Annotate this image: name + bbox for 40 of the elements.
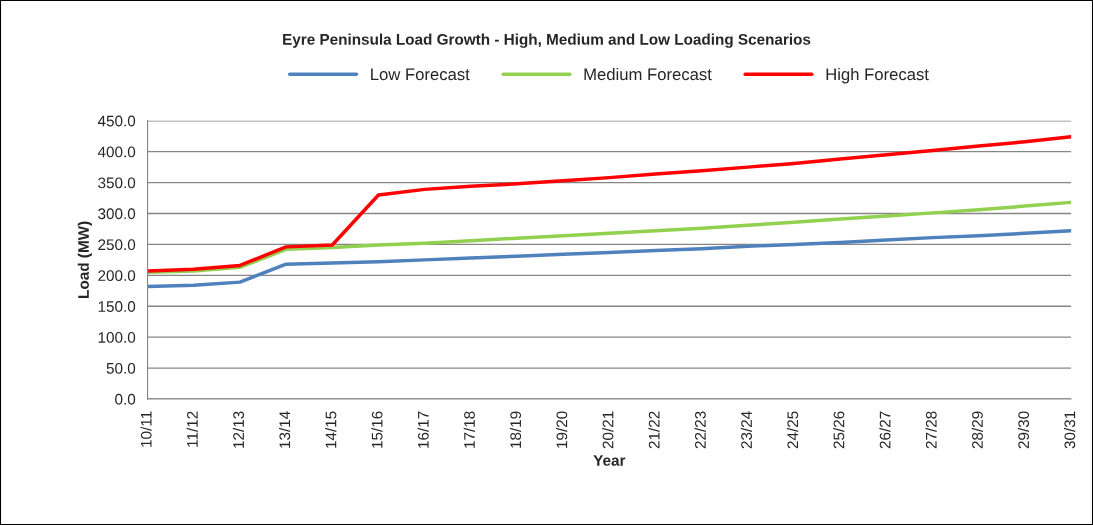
x-tick-label: 18/19	[509, 411, 522, 448]
x-tick-label: 16/17	[417, 411, 429, 448]
x-tick-label: 21/22	[648, 411, 660, 449]
line-series	[147, 135, 1072, 273]
y-tick-label: 200.0	[98, 270, 136, 282]
y-tick-label: 150.0	[98, 301, 136, 312]
x-tick-label: 17/18	[463, 411, 475, 448]
legend-label: Low Forecast	[371, 68, 470, 81]
x-tick-label: 19/20	[556, 411, 568, 448]
x-tick-label: 26/27	[879, 411, 891, 449]
chart-title: Eyre Peninsula Load Growth - High, Medium and Low Loading Scenarios	[283, 33, 811, 48]
x-tick-label: 23/24	[740, 411, 752, 449]
x-tick-label: 14/15	[325, 411, 337, 448]
x-tick-label: 28/29	[971, 411, 983, 449]
y-tick-label: 350.0	[98, 177, 136, 189]
x-tick-label: 13/14	[278, 411, 291, 448]
y-tick-label: 250.0	[98, 239, 136, 251]
x-tick-label: 30/31	[1064, 411, 1076, 449]
y-tick-label: 300.0	[98, 208, 136, 220]
x-tick-label: 10/11	[140, 411, 152, 447]
x-tick-label: 12/13	[232, 411, 245, 448]
y-axis-title: Load (MW)	[77, 221, 92, 298]
legend-label: Medium Forecast	[584, 67, 712, 81]
y-tick-label: 100.0	[98, 332, 136, 343]
y-tick-label: 400.0	[97, 146, 136, 158]
x-tick-label: 25/26	[833, 411, 845, 449]
x-axis-title: Year	[593, 455, 626, 466]
x-tick-label: 29/30	[1017, 411, 1030, 449]
x-tick-label: 22/23	[694, 411, 706, 449]
x-tick-label: 24/25	[786, 411, 799, 449]
x-tick-label: 20/21	[602, 411, 614, 449]
y-tick-label: 0.0	[115, 393, 136, 405]
x-tick-label: 11/12	[186, 411, 198, 447]
y-tick-label: 50.0	[106, 362, 136, 374]
x-tick-label: 27/28	[925, 411, 937, 449]
line-series	[147, 229, 1072, 289]
legend-label: High Forecast	[826, 67, 929, 84]
y-tick-label: 450.0	[97, 115, 136, 127]
line-series	[147, 200, 1072, 274]
x-tick-label: 15/16	[371, 411, 383, 448]
